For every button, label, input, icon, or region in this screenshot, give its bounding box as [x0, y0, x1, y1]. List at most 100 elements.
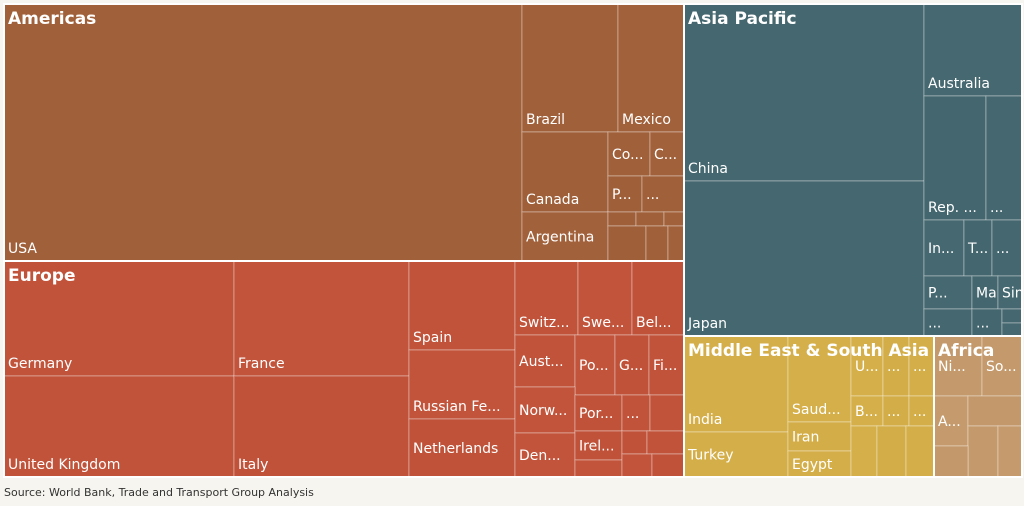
treemap-cell-label: Brazil	[526, 112, 565, 128]
treemap-cell-label: ...	[928, 316, 941, 332]
treemap-group-label: Europe	[8, 266, 75, 286]
treemap-cell[interactable]	[574, 334, 616, 396]
treemap-cell-label: In...	[928, 241, 954, 257]
treemap-cell[interactable]	[408, 260, 516, 351]
treemap-cell-label: ...	[913, 359, 926, 375]
treemap-cell-label: Iran	[792, 430, 819, 446]
treemap-cell-label: Australia	[928, 76, 990, 92]
treemap-cell-label: Bel...	[636, 315, 671, 331]
treemap-cell[interactable]	[648, 334, 685, 396]
treemap-cell[interactable]	[521, 3, 619, 133]
treemap-cell[interactable]	[3, 260, 235, 377]
treemap-cell-label: Switz...	[519, 315, 569, 331]
treemap-cell[interactable]	[923, 275, 973, 310]
treemap-cell[interactable]	[787, 335, 852, 423]
treemap-cell-label: France	[238, 356, 285, 372]
treemap-cell-label: Norw...	[519, 403, 567, 419]
treemap-cell[interactable]	[850, 425, 878, 478]
treemap-cell-label: So...	[986, 359, 1017, 375]
treemap-cell[interactable]	[651, 453, 685, 478]
treemap-cell-label: United Kingdom	[8, 457, 120, 473]
treemap-cell[interactable]	[521, 131, 609, 213]
treemap-cell[interactable]	[787, 450, 852, 478]
treemap-cell[interactable]	[574, 430, 623, 461]
treemap-cell[interactable]	[514, 386, 576, 434]
treemap-cell[interactable]	[607, 175, 643, 213]
treemap-cell[interactable]	[923, 308, 973, 337]
treemap-cell-label: Japan	[687, 316, 727, 332]
treemap-cell[interactable]	[971, 275, 999, 310]
treemap-cell-label: ...	[626, 406, 639, 422]
treemap-cell[interactable]	[923, 219, 965, 277]
treemap-cell[interactable]	[614, 334, 650, 396]
treemap-cell[interactable]	[514, 432, 576, 478]
treemap-cell-label: Spain	[413, 330, 452, 346]
treemap-group-label: Africa	[938, 341, 994, 361]
treemap-cell[interactable]	[631, 260, 685, 336]
treemap-cell[interactable]	[649, 394, 685, 432]
treemap-cell-label: T...	[967, 241, 988, 257]
treemap-cell[interactable]	[617, 3, 685, 133]
treemap-cell[interactable]	[1001, 308, 1023, 324]
treemap-cell[interactable]	[408, 418, 516, 478]
treemap-cell[interactable]	[3, 3, 523, 262]
treemap-cell[interactable]	[408, 349, 516, 420]
treemap-cell-label: Egypt	[792, 457, 833, 473]
treemap-group-3: India Turkey Saud... Iran Egypt U...... ... B..…	[683, 335, 935, 478]
treemap-cell-label: ...	[913, 404, 926, 420]
treemap-cell-label: Co...	[612, 147, 643, 163]
source-note: Source: World Bank, Trade and Transport …	[4, 486, 314, 499]
treemap-cell[interactable]	[667, 225, 685, 262]
treemap-cell-label: Italy	[238, 457, 268, 473]
treemap-cell-label: Argentina	[526, 230, 594, 246]
treemap-cell[interactable]	[663, 211, 685, 227]
treemap-cell[interactable]	[607, 225, 647, 262]
treemap-cell-label: Ni...	[938, 359, 966, 375]
treemap-cell[interactable]	[646, 430, 685, 455]
treemap-cell-label: Turkey	[687, 448, 734, 464]
treemap-cell-label: Canada	[526, 192, 579, 208]
treemap-cell[interactable]	[621, 453, 653, 478]
treemap-cell[interactable]	[645, 225, 669, 262]
treemap-cell[interactable]	[997, 425, 1023, 478]
treemap-cell[interactable]	[683, 180, 925, 337]
treemap-cell-label: Den...	[519, 448, 561, 464]
treemap-group-border	[933, 335, 1023, 478]
treemap-cell-label: Sin...	[1002, 286, 1024, 302]
treemap-cell[interactable]	[233, 375, 410, 478]
treemap-cell[interactable]	[967, 425, 999, 478]
treemap-cell[interactable]	[923, 95, 987, 221]
treemap-cell[interactable]	[1001, 322, 1023, 337]
treemap-cell-label: Po...	[579, 358, 609, 374]
treemap-cell-label: Fi...	[653, 358, 677, 374]
treemap-group-0: USA Brazil Mexico Canada Co... C... P... ... Arg…	[3, 3, 685, 262]
treemap-cell[interactable]	[905, 425, 935, 478]
treemap-cell-label: A...	[938, 414, 961, 430]
treemap-cell[interactable]	[635, 211, 665, 227]
treemap-cell-label: USA	[8, 241, 37, 257]
treemap-cell[interactable]	[933, 395, 969, 447]
treemap-cell[interactable]	[850, 395, 884, 427]
treemap-cell[interactable]	[621, 430, 648, 455]
treemap-cell-label: Saud...	[792, 402, 841, 418]
treemap-cell-label: India	[688, 412, 722, 428]
treemap-cell[interactable]	[683, 3, 925, 182]
treemap-cell[interactable]	[521, 211, 609, 262]
treemap-cell[interactable]	[991, 219, 1023, 277]
treemap-cell-label: B...	[855, 404, 878, 420]
treemap-cell[interactable]	[882, 335, 910, 397]
treemap-cell[interactable]	[3, 375, 235, 478]
treemap-cell[interactable]	[933, 445, 969, 478]
treemap-group-label: Americas	[8, 9, 96, 29]
treemap-cell[interactable]	[233, 260, 410, 377]
treemap-cell-label: China	[688, 161, 728, 177]
treemap-cell[interactable]	[967, 395, 1023, 427]
treemap-group-1: Germany United Kingdom France Italy Spain Rus…	[3, 260, 685, 478]
treemap-cell[interactable]	[876, 425, 907, 478]
treemap-cell[interactable]	[607, 211, 637, 227]
treemap-cell[interactable]	[574, 459, 623, 478]
treemap-cell-label: Irel...	[579, 439, 614, 455]
treemap-cell[interactable]	[908, 395, 935, 427]
treemap-cell-label: Rep. ...	[928, 200, 977, 216]
